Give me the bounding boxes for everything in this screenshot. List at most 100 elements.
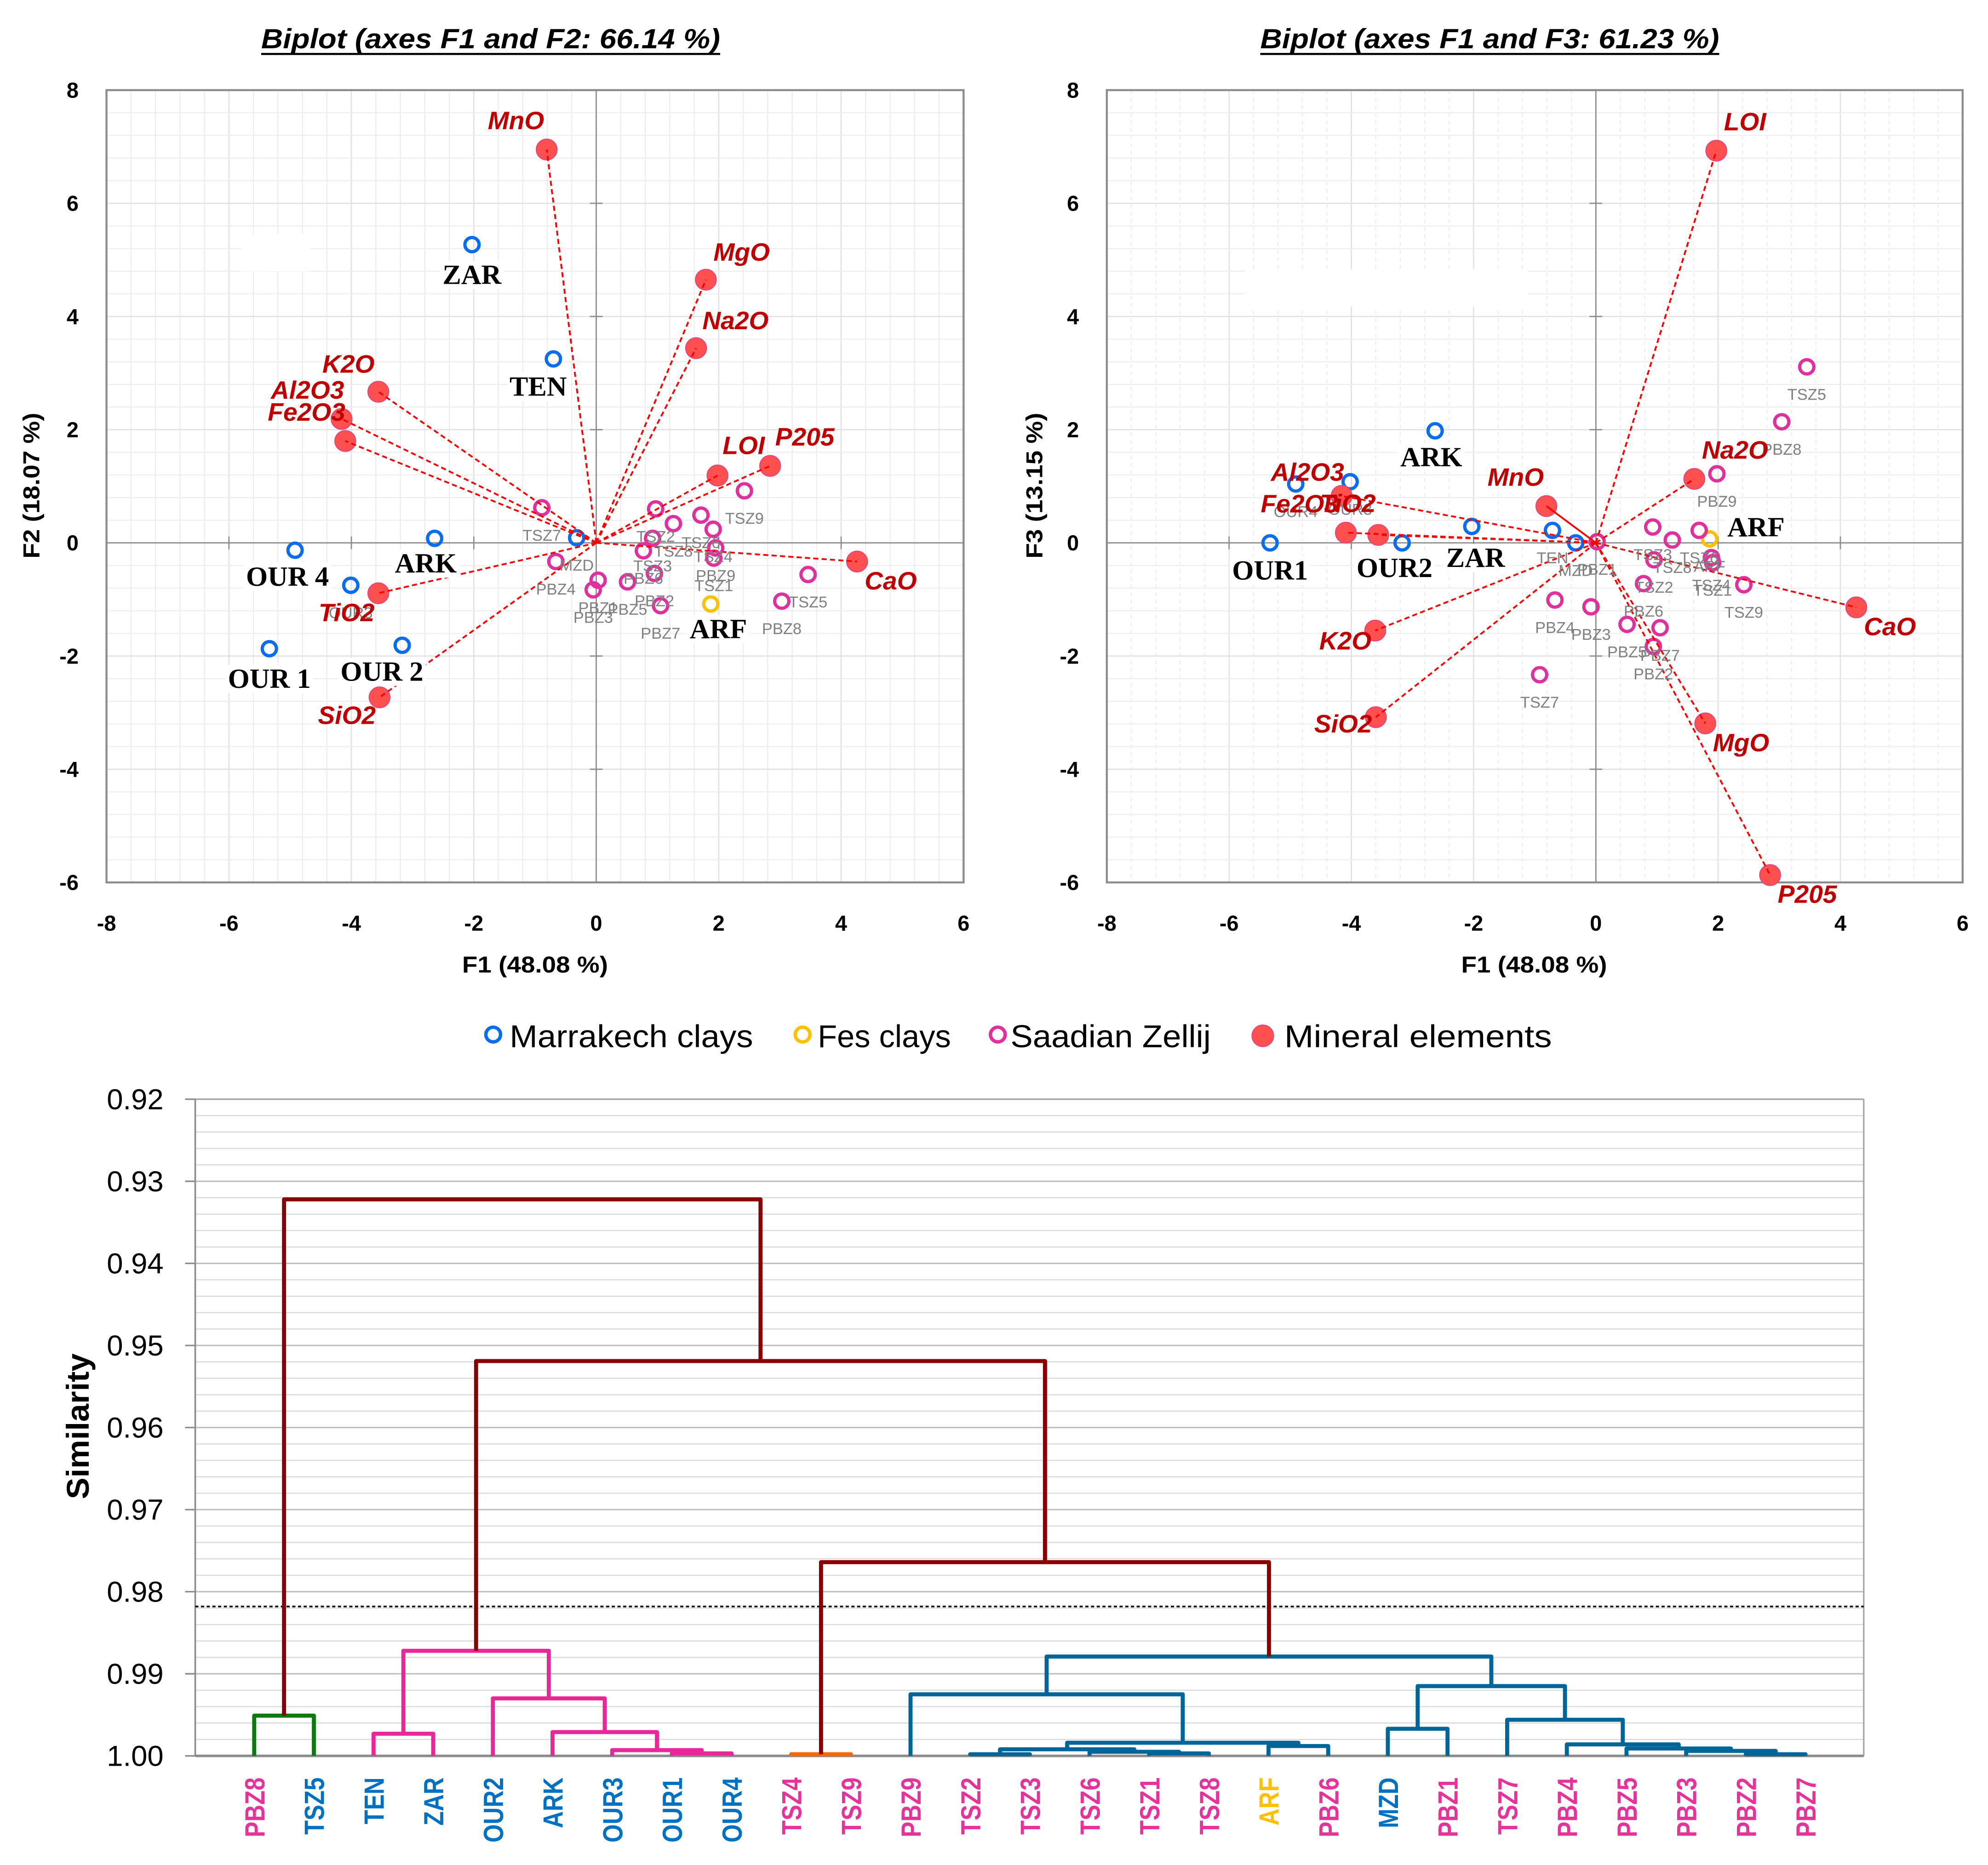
- sample-label: ARF: [1694, 558, 1725, 576]
- mineral-label: Na2O: [1702, 435, 1768, 464]
- callout-background: [687, 615, 750, 644]
- sample-label: TSZ3: [633, 557, 672, 575]
- sample-point-pbz3: [1582, 598, 1600, 616]
- leaf-labels: PBZ8 TSZ5 TEN ZAR OUR2 ARK OUR3 OUR1 OUR4 TSZ4 TSZ…: [239, 1778, 1822, 1843]
- sample-label: TSZ8: [1653, 559, 1691, 577]
- y-tick-label: 0.97: [107, 1494, 163, 1526]
- y-tick-label: -2: [59, 644, 79, 668]
- series-fes-clays: [702, 595, 720, 613]
- vector-loi: [596, 475, 718, 544]
- vector-cao: [596, 542, 857, 563]
- callout-label: TEN: [510, 372, 567, 402]
- vector-p205: [1595, 542, 1771, 875]
- callout-background: [1354, 554, 1435, 583]
- callout-background: [243, 562, 332, 591]
- plot-frame: [105, 89, 965, 884]
- mineral-point-mno: [536, 138, 558, 160]
- mineral-point-k2o: [367, 381, 390, 403]
- sample-point-pbz9: [1708, 465, 1726, 483]
- mineral-label: LOI: [1724, 108, 1767, 136]
- callout-background: [392, 549, 459, 578]
- loading-vectors: [1341, 150, 1857, 875]
- x-tick-label: 4: [1834, 911, 1846, 935]
- callout-arf: ARF: [1724, 512, 1787, 543]
- y-tick-label: 2: [1067, 418, 1079, 442]
- sample-label: PBZ1: [1577, 561, 1617, 578]
- vector-cao: [1595, 542, 1857, 608]
- sample-label: TSZ7: [522, 527, 561, 544]
- legend: Marrakech clays Fes clays Saadian Zellij…: [484, 1019, 1552, 1054]
- mineral-point-al2o3: [331, 408, 353, 430]
- legend-label: Fes clays: [818, 1019, 951, 1054]
- x-tick-label: -2: [1464, 911, 1484, 935]
- biplot-title: Biplot (axes F1 and F2: 66.14 %): [261, 23, 720, 54]
- callout-our1: OUR1: [1229, 555, 1311, 586]
- series-saadian-zellij: [1530, 358, 1816, 684]
- blank-patch: [241, 233, 311, 272]
- vector-mno: [1546, 505, 1597, 544]
- sample-point-arf: [702, 595, 720, 613]
- mineral-point-loi: [1705, 139, 1727, 162]
- sample-label: PBZ5: [1607, 644, 1647, 661]
- sample-label: TSZ1: [694, 578, 733, 595]
- y-tick-label: -4: [59, 757, 79, 781]
- biplot-f1-f3: Biplot (axes F1 and F3: 61.23 %) -8 -6 -4-…: [1021, 23, 1969, 978]
- callout-label: ZAR: [1446, 543, 1506, 573]
- sample-label: TSZ6: [1680, 549, 1719, 567]
- callout-our2: OUR 2: [338, 657, 426, 687]
- leaf-label-pbz7: PBZ7: [1790, 1778, 1822, 1837]
- callout-our1: OUR 1: [225, 664, 314, 694]
- axes: -8 -6 -4 -2 0 2 4 6 -6 -4 -2 0 2 4 6 8: [1060, 79, 1969, 935]
- sample-label: TSZ4: [1692, 577, 1730, 594]
- legend-item-marrakech-clays: Marrakech clays: [484, 1019, 753, 1054]
- vector-mgo: [595, 279, 707, 543]
- loading-vectors: [341, 149, 857, 698]
- vector-p205: [596, 465, 771, 544]
- y-tick-label: 0: [1067, 531, 1079, 555]
- y-tick-label: 0.94: [107, 1248, 163, 1280]
- y-tick-label: 8: [1067, 79, 1079, 103]
- mineral-label: Fe2O3: [1261, 489, 1339, 518]
- legend-label: Marrakech clays: [510, 1019, 753, 1054]
- sample-point-zar: [463, 235, 481, 253]
- vector-tio2: [1378, 534, 1596, 544]
- mineral-point-al2o3: [1330, 485, 1353, 507]
- mineral-label: K2O: [1319, 627, 1371, 655]
- sample-point-arf: [1701, 530, 1719, 548]
- vector-tio2: [378, 542, 597, 595]
- sample-label: TSZ3: [1633, 546, 1672, 564]
- leaf-label-ten: TEN: [358, 1778, 390, 1825]
- vector-k2o: [378, 391, 597, 544]
- sample-point-pbz9: [707, 539, 725, 557]
- sample-point-ten: [544, 350, 562, 368]
- callout-label: ARK: [395, 548, 457, 579]
- grid: [106, 90, 964, 883]
- sample-label: TSZ6: [682, 534, 720, 552]
- sample-point-tsz8: [665, 515, 682, 532]
- x-tick-label: 6: [1957, 911, 1969, 935]
- sample-label: TSZ2: [636, 528, 675, 545]
- sample-label: TSZ1: [1693, 582, 1732, 599]
- axes: -8 -6 -4 -2 0 2 4 6 -6 -4 -2 0 2 4 6 8: [59, 79, 969, 935]
- callout-ark: ARK: [392, 548, 459, 579]
- sample-point-tsz2: [647, 500, 665, 518]
- mineral-point-mno: [1535, 495, 1558, 517]
- y-tick-label: 0.99: [107, 1658, 163, 1690]
- sample-label: PBZ6: [624, 570, 663, 588]
- mineral-point-tio2: [367, 582, 390, 604]
- sample-label: TSZ4: [694, 549, 733, 566]
- sample-point-tsz7: [533, 499, 551, 517]
- callout-label: ARF: [1727, 512, 1785, 543]
- y-tick-label: 4: [67, 305, 79, 329]
- x-tick-label: 0: [1590, 911, 1602, 935]
- mineral-label: MnO: [488, 106, 544, 135]
- y-tick-label: 0.93: [107, 1166, 163, 1198]
- sample-point-ark: [426, 529, 444, 547]
- leaf-label-tsz1: TSZ1: [1134, 1778, 1165, 1835]
- vector-loi: [1595, 150, 1718, 543]
- vector-na2o: [595, 348, 697, 543]
- mineral-label: TiO2: [319, 598, 375, 627]
- callout-background: [225, 664, 314, 693]
- sample-point-tsz3: [1644, 518, 1661, 536]
- leaf-label-tsz6: TSZ6: [1074, 1778, 1106, 1835]
